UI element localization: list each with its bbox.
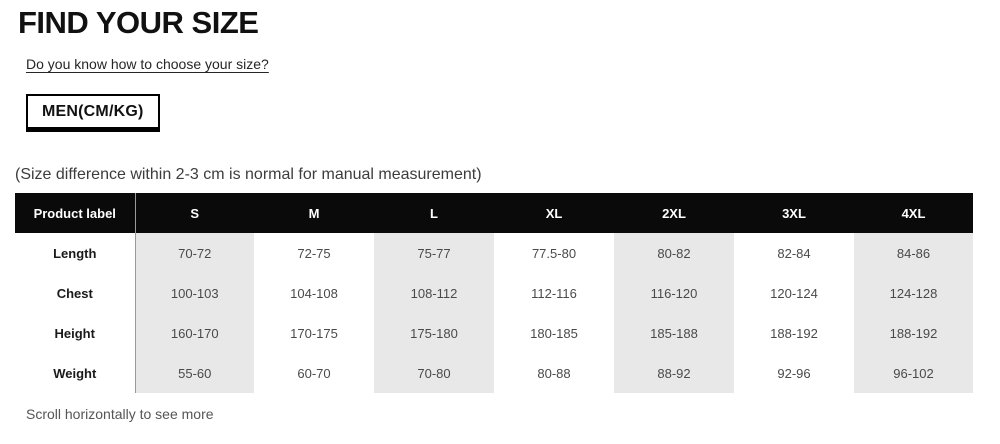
cell-height-3xl: 188-192 [734,313,854,354]
cell-length-l: 75-77 [374,233,494,274]
table-header-row: Product label S M L XL 2XL 3XL 4XL [15,193,973,234]
column-header-3xl: 3XL [734,193,854,234]
cell-length-m: 72-75 [254,233,374,274]
cell-chest-l: 108-112 [374,273,494,314]
cell-height-4xl: 188-192 [854,313,973,354]
tab-men-cm-kg[interactable]: MEN(CM/KG) [26,94,160,133]
cell-weight-l: 70-80 [374,353,494,394]
size-table-scroll-area[interactable]: Product label S M L XL 2XL 3XL 4XL Lengt… [15,193,973,394]
cell-length-3xl: 82-84 [734,233,854,274]
row-label-chest: Chest [15,273,136,314]
cell-height-l: 175-180 [374,313,494,354]
cell-length-4xl: 84-86 [854,233,973,274]
cell-length-2xl: 80-82 [614,233,734,274]
size-help-link[interactable]: Do you know how to choose your size? [26,56,269,73]
cell-chest-2xl: 116-120 [614,273,734,314]
column-header-m: M [254,193,374,234]
table-row-weight: Weight 55-60 60-70 70-80 80-88 88-92 92-… [15,353,973,394]
measurement-note: (Size difference within 2-3 cm is normal… [15,166,482,184]
cell-length-xl: 77.5-80 [494,233,614,274]
row-label-weight: Weight [15,353,136,394]
cell-height-2xl: 185-188 [614,313,734,354]
column-header-s: S [135,193,254,234]
cell-height-m: 170-175 [254,313,374,354]
cell-weight-2xl: 88-92 [614,353,734,394]
cell-weight-xl: 80-88 [494,353,614,394]
size-table: Product label S M L XL 2XL 3XL 4XL Lengt… [15,193,973,394]
cell-height-xl: 180-185 [494,313,614,354]
cell-chest-s: 100-103 [135,273,254,314]
table-row-length: Length 70-72 72-75 75-77 77.5-80 80-82 8… [15,233,973,274]
cell-chest-xl: 112-116 [494,273,614,314]
cell-chest-m: 104-108 [254,273,374,314]
column-header-2xl: 2XL [614,193,734,234]
column-header-product-label: Product label [15,193,136,234]
column-header-l: L [374,193,494,234]
table-row-chest: Chest 100-103 104-108 108-112 112-116 11… [15,273,973,314]
cell-weight-4xl: 96-102 [854,353,973,394]
cell-weight-m: 60-70 [254,353,374,394]
cell-weight-s: 55-60 [135,353,254,394]
cell-length-s: 70-72 [135,233,254,274]
row-label-height: Height [15,313,136,354]
cell-height-s: 160-170 [135,313,254,354]
column-header-xl: XL [494,193,614,234]
scroll-hint: Scroll horizontally to see more [26,406,214,423]
size-help-link-row: Do you know how to choose your size? [26,56,1000,74]
cell-chest-3xl: 120-124 [734,273,854,314]
cell-weight-3xl: 92-96 [734,353,854,394]
column-header-4xl: 4XL [854,193,973,234]
cell-chest-4xl: 124-128 [854,273,973,314]
table-row-height: Height 160-170 170-175 175-180 180-185 1… [15,313,973,354]
row-label-length: Length [15,233,136,274]
page-title: FIND YOUR SIZE [18,5,259,40]
